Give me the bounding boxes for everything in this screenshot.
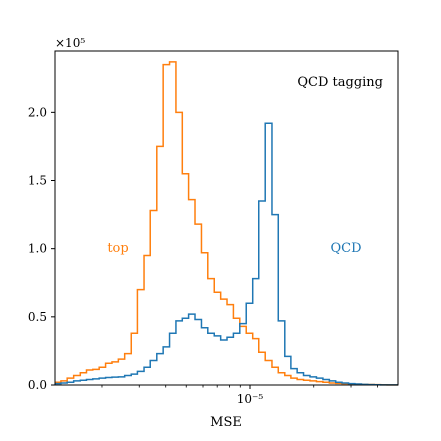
y-tick-label-2: 1.0	[28, 242, 47, 256]
qcd-series-label: QCD	[330, 241, 361, 256]
x-axis-label: MSE	[210, 415, 242, 430]
x-tick-label-0: 10⁻⁵	[237, 392, 264, 406]
y-tick-label-4: 2.0	[28, 105, 47, 119]
plot-frame	[54, 50, 399, 386]
plot-background	[55, 51, 398, 385]
series-1-step-line	[55, 122, 398, 386]
axis-layer: 0.0 0.5 1.0 1.5 2.0 10⁻⁵	[28, 105, 378, 406]
series-layer	[55, 61, 398, 386]
panel-label: QCD tagging	[297, 75, 383, 90]
y-scale-label: ×10⁵	[55, 36, 85, 50]
y-tick-label-1: 0.5	[28, 310, 47, 324]
top-series-label: top	[107, 241, 128, 256]
y-tick-label-3: 1.5	[28, 174, 47, 188]
y-tick-label-0: 0.0	[28, 378, 47, 392]
